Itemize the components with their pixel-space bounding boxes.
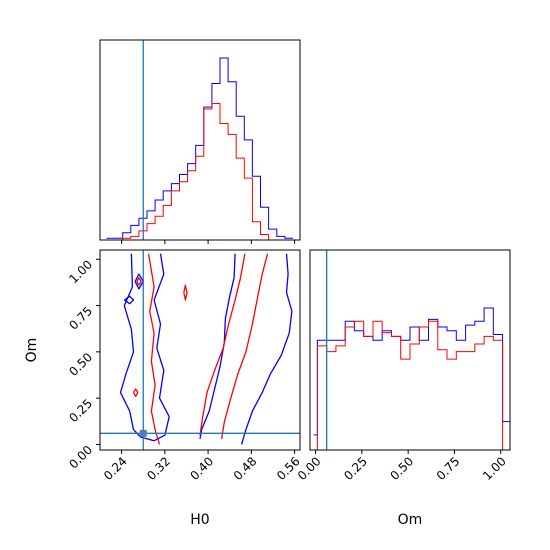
x-tick-label-2: 0.40 [187,454,216,483]
h0-om-contour-panel: 0.24 0.32 0.40 0.48 0.560.000.250.500.751.00… [24,249,303,528]
y-tick-label-2: 0.50 [66,350,95,379]
contour-line-5 [147,253,161,445]
contour-line-1 [240,253,293,445]
contour-line-6 [220,253,269,440]
y-tick-label-4: 1.00 [66,257,95,286]
om-histogram-panel: 0.00 0.25 0.50 0.75 1.00 Om [295,249,511,528]
contour-line-3 [123,295,135,305]
om-x-tick-label-4: 1.00 [480,454,509,483]
x-tick-label-1: 0.32 [144,454,173,483]
h0-histogram-panel [99,39,301,244]
om-histogram-frame [309,249,511,451]
om-x-axis-label: Om [398,512,423,528]
truth-point-marker [139,429,147,437]
om-x-tick-label-0: 0.00 [295,454,324,483]
om-histogram-series-1 [313,320,510,451]
om-x-tick-label-1: 0.25 [341,454,370,483]
contour-line-4 [134,273,144,290]
y-axis-label: Om [24,338,40,363]
contour-line-8 [136,277,142,286]
x-tick-label-3: 0.48 [231,454,260,483]
y-tick-label-1: 0.25 [66,396,95,425]
om-histogram-series-0 [313,307,510,436]
x-axis-label: H0 [190,512,209,528]
y-tick-label-3: 0.75 [66,304,95,333]
h0-histogram-series-1 [106,103,293,241]
contour-line-2 [199,253,236,440]
contour-line-9 [132,388,139,397]
h0-histogram-series-0 [106,57,293,239]
contour-lines [119,253,293,445]
contour-line-10 [183,284,188,301]
h0-histogram-frame [99,39,301,241]
contour-line-0 [119,253,170,442]
contour-line-7 [199,253,246,436]
om-x-tick-label-2: 0.50 [387,454,416,483]
contour-frame [99,249,301,451]
y-tick-label-0: 0.00 [66,443,95,472]
x-tick-label-0: 0.24 [101,454,130,483]
om-x-tick-label-3: 0.75 [434,454,463,483]
